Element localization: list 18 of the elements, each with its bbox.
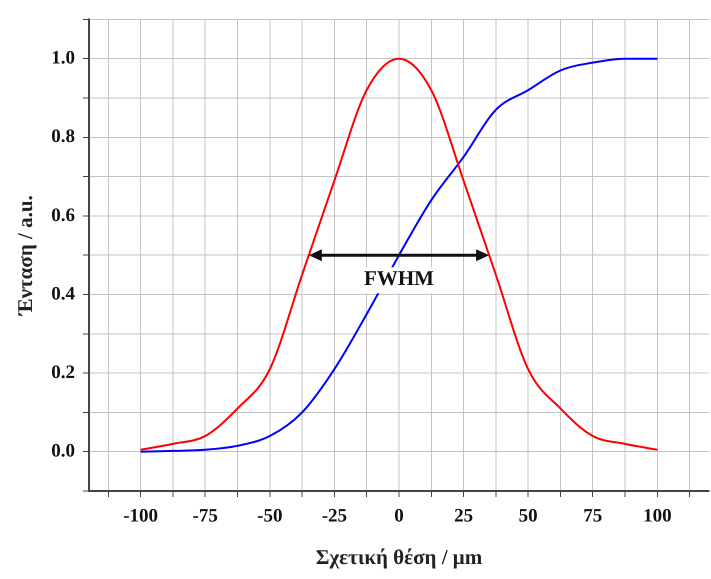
- x-tick-label: 0: [394, 505, 404, 526]
- x-tick-label: -25: [322, 505, 348, 526]
- y-tick-label: 1.0: [51, 48, 75, 69]
- x-tick-label: 50: [518, 505, 538, 526]
- y-tick-label: 0.2: [51, 362, 75, 384]
- y-tick-label: 0.4: [51, 283, 76, 304]
- x-axis-title: Σχετική θέση / μm: [316, 544, 483, 569]
- x-tick-label: 100: [643, 505, 672, 526]
- x-tick-label: 25: [454, 505, 474, 526]
- x-tick-label: -50: [257, 505, 282, 526]
- y-tick-label: 0.0: [51, 440, 75, 462]
- x-tick-label: -100: [123, 505, 158, 526]
- y-tick-label: 0.8: [51, 126, 75, 148]
- x-tick-label: 75: [583, 505, 602, 526]
- y-axis-title: Ένταση / a.u.: [13, 195, 38, 316]
- y-tick-label: 0.6: [51, 204, 75, 226]
- x-tick-label: -75: [192, 505, 218, 526]
- annotation: FWHM: [364, 266, 434, 290]
